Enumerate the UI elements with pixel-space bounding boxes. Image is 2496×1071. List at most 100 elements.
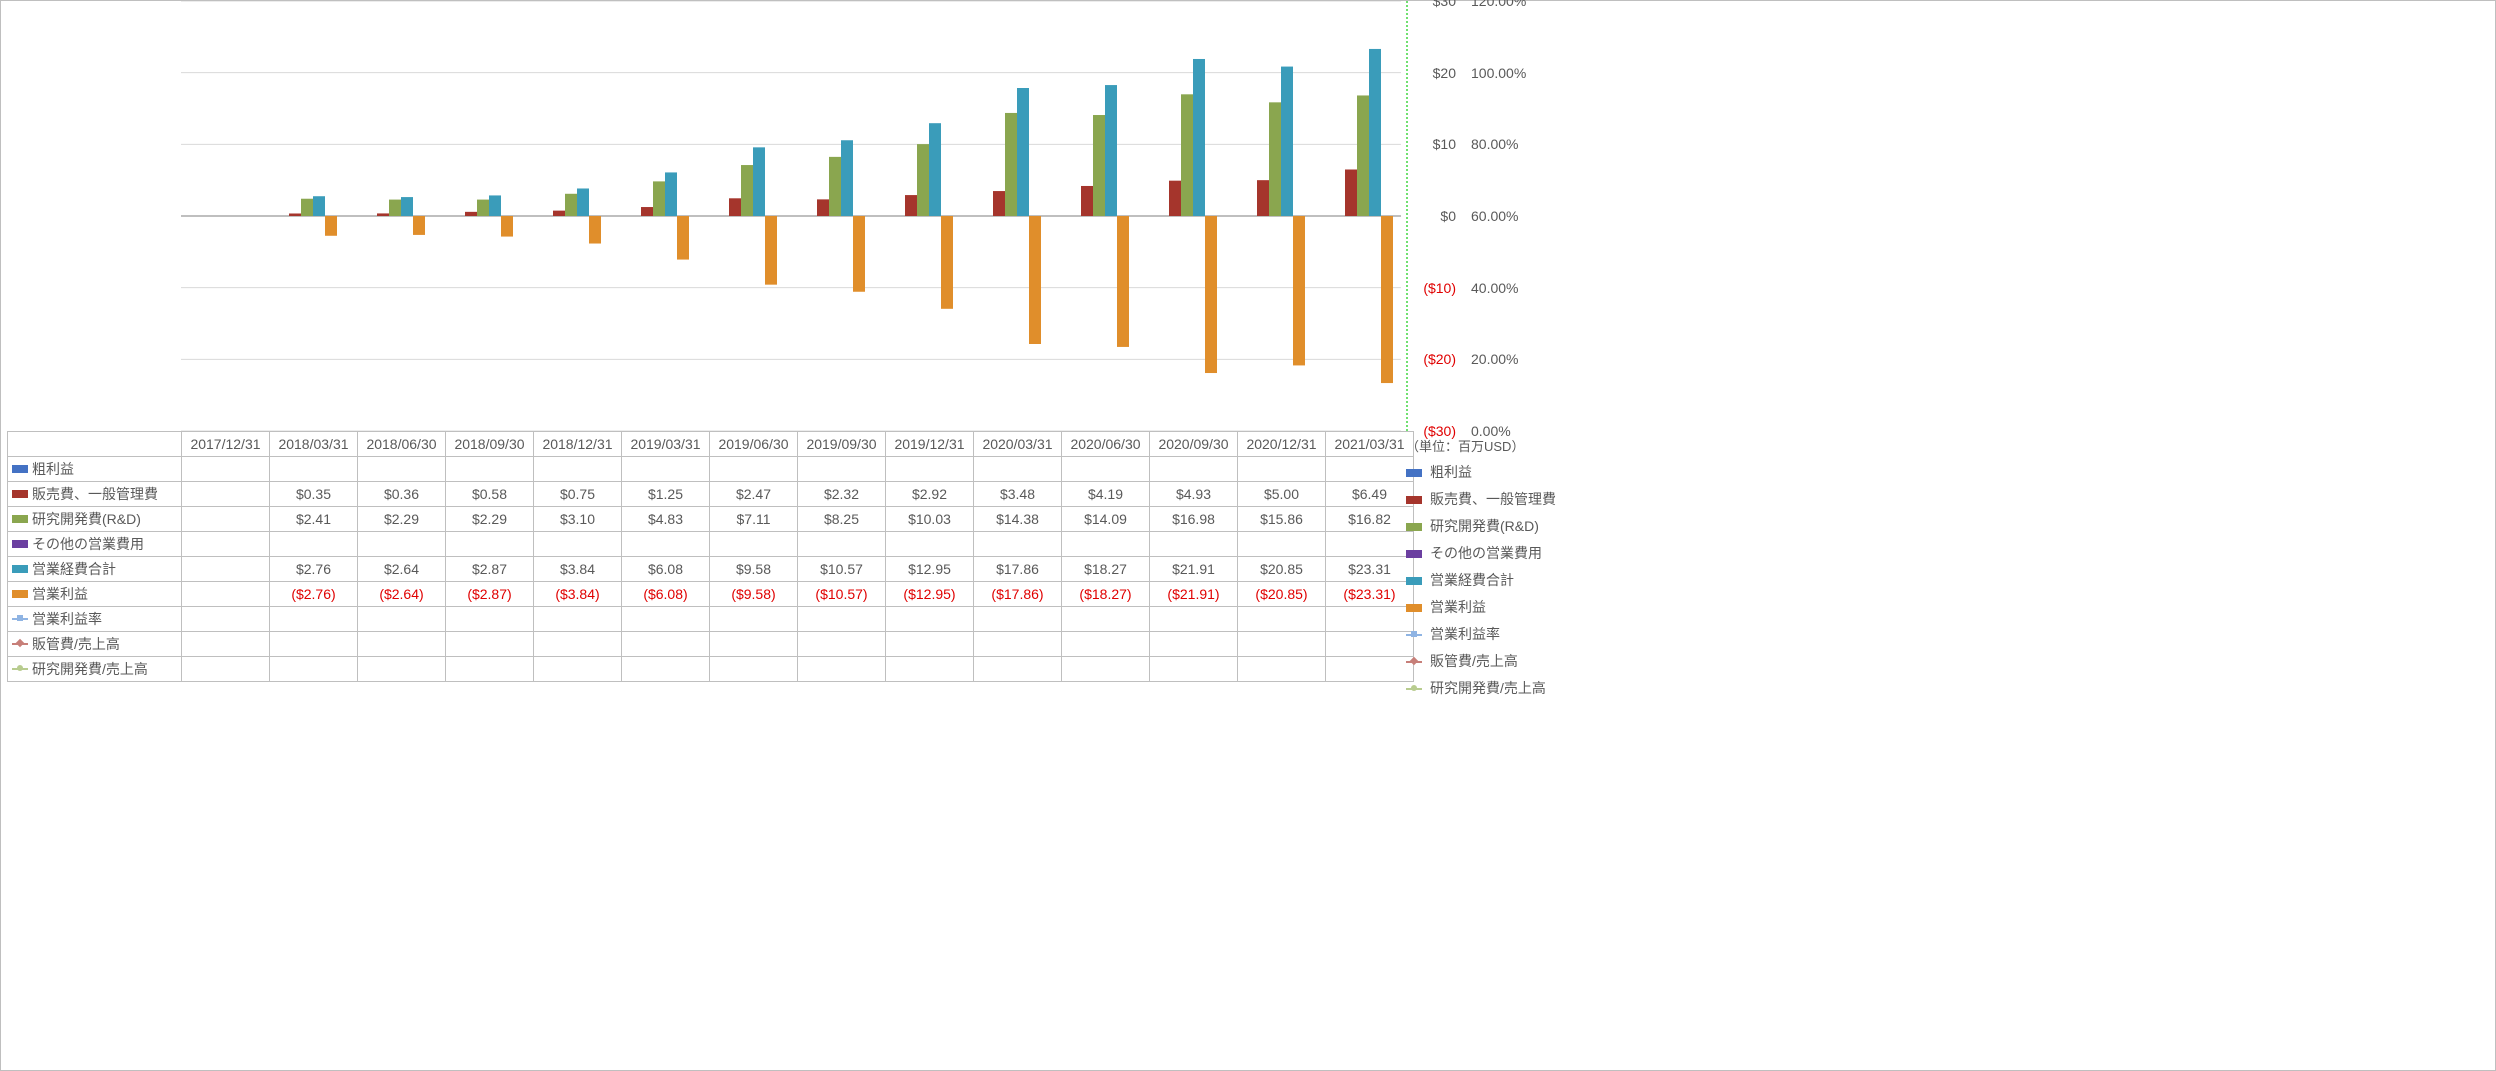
unit-label: （単位：百万USD） [1406, 436, 1524, 455]
cell-sga_rev [622, 632, 710, 657]
cell-rnd: $16.98 [1150, 507, 1238, 532]
cell-other [446, 532, 534, 557]
cell-opinc: ($6.08) [622, 582, 710, 607]
cell-opinc: ($18.27) [1062, 582, 1150, 607]
row-header-sga: 販売費、一般管理費 [8, 482, 182, 507]
cell-sga: $5.00 [1238, 482, 1326, 507]
cell-rnd_rev [886, 657, 974, 682]
chart-svg [181, 1, 1401, 431]
date-header: 2017/12/31 [182, 432, 270, 457]
cell-other [974, 532, 1062, 557]
cell-rnd_rev [534, 657, 622, 682]
cell-sga_rev [1150, 632, 1238, 657]
cell-opmgn [886, 607, 974, 632]
data-table: 2017/12/312018/03/312018/06/302018/09/30… [7, 431, 1414, 682]
bar-opex [1369, 49, 1381, 216]
bar-rnd [829, 157, 841, 216]
cell-rnd: $2.29 [358, 507, 446, 532]
cell-rnd: $16.82 [1326, 507, 1414, 532]
cell-opinc: ($3.84) [534, 582, 622, 607]
cell-rnd: $10.03 [886, 507, 974, 532]
date-header: 2018/03/31 [270, 432, 358, 457]
cell-rnd: $8.25 [798, 507, 886, 532]
cell-sga: $0.36 [358, 482, 446, 507]
bar-opinc [1117, 216, 1129, 347]
date-header: 2021/03/31 [1326, 432, 1414, 457]
cell-rnd: $2.41 [270, 507, 358, 532]
cell-opinc: ($12.95) [886, 582, 974, 607]
cell-opmgn [446, 607, 534, 632]
row-header-rnd: 研究開発費(R&D) [8, 507, 182, 532]
cell-opex: $21.91 [1150, 557, 1238, 582]
cell-opinc: ($21.91) [1150, 582, 1238, 607]
cell-opmgn [622, 607, 710, 632]
cell-sga: $2.32 [798, 482, 886, 507]
bar-sga [377, 213, 389, 216]
bar-opinc [325, 216, 337, 236]
legend-item-opex: 営業経費合計 [1406, 567, 1556, 594]
bar-opinc [413, 216, 425, 235]
cell-opmgn [1150, 607, 1238, 632]
legend-item-rnd: 研究開発費(R&D) [1406, 513, 1556, 540]
cell-sga_rev [710, 632, 798, 657]
cell-opex: $23.31 [1326, 557, 1414, 582]
bar-rnd [1181, 94, 1193, 216]
y-tick-label: ($10) [1423, 280, 1456, 296]
bar-sga [465, 212, 477, 216]
cell-opmgn [270, 607, 358, 632]
y-axis-left-labels: $30$20$10$0($10)($20)($30) [1406, 1, 1466, 431]
bar-opinc [501, 216, 513, 237]
cell-rnd_rev [1238, 657, 1326, 682]
cell-opex: $18.27 [1062, 557, 1150, 582]
row-header-opex: 営業経費合計 [8, 557, 182, 582]
cell-other [1326, 532, 1414, 557]
cell-sga_rev [974, 632, 1062, 657]
cell-gross [1326, 457, 1414, 482]
bar-opinc [1293, 216, 1305, 365]
cell-sga: $1.25 [622, 482, 710, 507]
row-header-other: その他の営業費用 [8, 532, 182, 557]
cell-rnd_rev [710, 657, 798, 682]
y2-tick-label: 120.00% [1471, 0, 1526, 9]
cell-other [182, 532, 270, 557]
cell-gross [446, 457, 534, 482]
cell-gross [974, 457, 1062, 482]
bar-opinc [1381, 216, 1393, 383]
date-header: 2019/09/30 [798, 432, 886, 457]
table-row-gross: 粗利益 [8, 457, 1414, 482]
cell-opex: $2.76 [270, 557, 358, 582]
bar-opex [929, 123, 941, 216]
bar-opex [489, 195, 501, 216]
bar-rnd [917, 144, 929, 216]
cell-sga_rev [446, 632, 534, 657]
cell-opex: $17.86 [974, 557, 1062, 582]
bar-sga [817, 199, 829, 216]
cell-sga_rev [798, 632, 886, 657]
bar-opinc [1205, 216, 1217, 373]
y2-tick-label: 60.00% [1471, 208, 1518, 224]
date-header: 2020/03/31 [974, 432, 1062, 457]
cell-rnd_rev [798, 657, 886, 682]
cell-gross [270, 457, 358, 482]
cell-gross [1062, 457, 1150, 482]
bar-sga [993, 191, 1005, 216]
cell-other [1150, 532, 1238, 557]
table-row-opex: 営業経費合計$2.76$2.64$2.87$3.84$6.08$9.58$10.… [8, 557, 1414, 582]
cell-sga_rev [534, 632, 622, 657]
cell-opmgn [1238, 607, 1326, 632]
cell-rnd_rev [974, 657, 1062, 682]
bar-rnd [1093, 115, 1105, 216]
cell-other [1238, 532, 1326, 557]
cell-opinc: ($10.57) [798, 582, 886, 607]
cell-gross [886, 457, 974, 482]
legend-right: 粗利益販売費、一般管理費研究開発費(R&D)その他の営業費用営業経費合計営業利益… [1406, 459, 1556, 702]
plot-area [181, 1, 1401, 432]
table-row-sga_rev: 販管費/売上高 [8, 632, 1414, 657]
cell-opex: $3.84 [534, 557, 622, 582]
cell-other [710, 532, 798, 557]
date-header: 2018/06/30 [358, 432, 446, 457]
table-row-opmgn: 営業利益率 [8, 607, 1414, 632]
bar-sga [729, 198, 741, 216]
cell-sga_rev [1238, 632, 1326, 657]
bar-sga [641, 207, 653, 216]
